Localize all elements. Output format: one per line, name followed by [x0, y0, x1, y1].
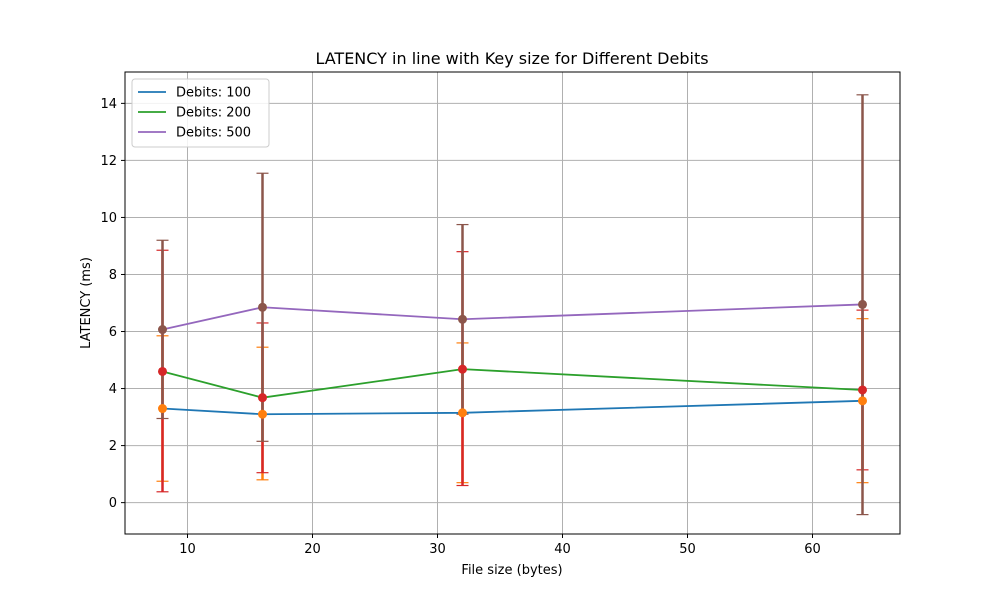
data-point [458, 408, 467, 418]
x-tick-label: 10 [179, 542, 196, 557]
grid [125, 72, 900, 534]
legend-box [131, 78, 270, 148]
y-tick-label: 12 [100, 154, 117, 169]
y-tick-label: 4 [109, 382, 117, 397]
data-point [158, 325, 167, 335]
y-axis-label: LATENCY (ms) [79, 257, 94, 349]
data-point [258, 302, 267, 312]
data-point [458, 364, 467, 374]
series-markers [158, 299, 867, 419]
data-point [858, 396, 867, 406]
plot-frame [124, 71, 901, 535]
x-tick-label: 30 [429, 542, 446, 557]
data-point [158, 366, 167, 376]
series-line-2 [162, 368, 863, 399]
data-point [858, 299, 867, 309]
legend-label: Debits: 100 [176, 86, 251, 101]
series-line-3 [162, 303, 863, 331]
x-axis-ticks: 10 20 30 40 50 60 [179, 534, 821, 557]
legend-label: Debits: 500 [176, 126, 251, 141]
series-lines [162, 303, 863, 416]
y-tick-label: 2 [109, 439, 117, 454]
data-point [158, 404, 167, 414]
x-tick-label: 40 [554, 542, 571, 557]
y-tick-label: 14 [100, 97, 117, 112]
y-tick-label: 10 [100, 211, 117, 226]
chart-title: LATENCY in line with Key size for Differ… [315, 49, 708, 68]
data-point [258, 409, 267, 419]
y-axis-ticks: 0 2 4 6 8 10 12 14 [100, 97, 125, 511]
data-point [258, 393, 267, 403]
x-axis-label: File size (bytes) [461, 563, 562, 578]
legend-label: Debits: 200 [176, 106, 251, 121]
y-tick-label: 8 [109, 268, 117, 283]
x-tick-label: 50 [679, 542, 696, 557]
data-point [458, 314, 467, 324]
y-tick-label: 6 [109, 325, 117, 340]
x-tick-label: 20 [304, 542, 321, 557]
legend: Debits: 100 Debits: 200 Debits: 500 [131, 78, 270, 148]
data-point [858, 385, 867, 395]
y-tick-label: 0 [109, 496, 117, 511]
x-tick-label: 60 [804, 542, 821, 557]
series-line-1 [162, 399, 863, 416]
